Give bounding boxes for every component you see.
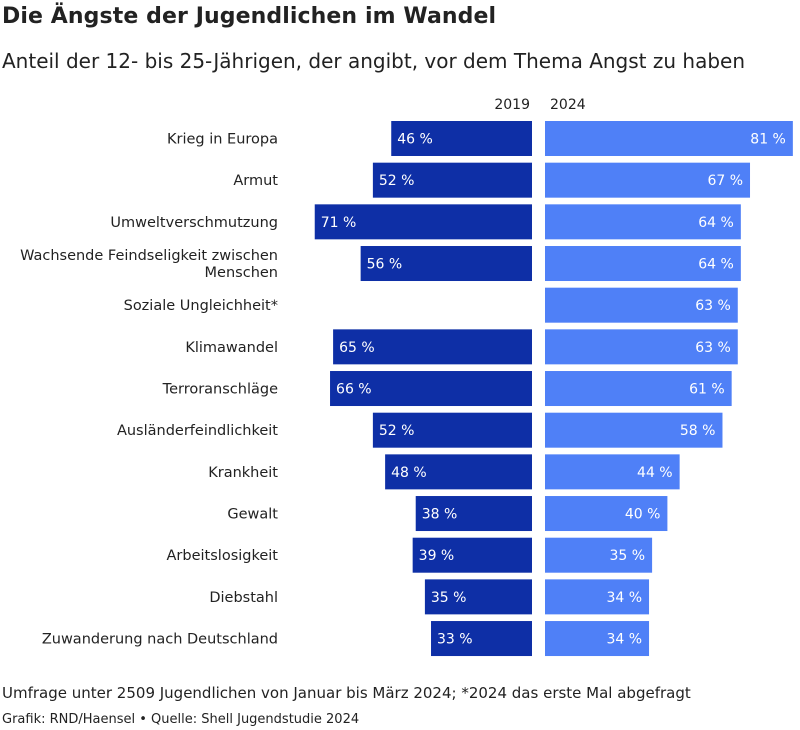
bar-2019 [372, 412, 532, 448]
category-label: Ausländerfeindlichkeit [117, 423, 278, 439]
bar-2024-value-label: 63 % [695, 298, 731, 314]
bar-2019-value-label: 33 % [437, 632, 473, 648]
bar-2019 [431, 621, 532, 657]
category-label: Diebstahl [209, 590, 278, 606]
bar-2019-value-label: 38 % [422, 507, 458, 523]
category-label: Gewalt [227, 507, 278, 523]
bar-2019-value-label: 71 % [321, 215, 357, 231]
bar-2019-value-label: 66 % [336, 382, 372, 398]
bar-2024 [545, 329, 738, 365]
category-label: Terroranschläge [162, 382, 278, 398]
bar-2019 [314, 204, 532, 240]
bar-2019-value-label: 46 % [397, 132, 433, 148]
bar-2019 [391, 121, 532, 156]
bar-2024 [545, 246, 741, 282]
bar-2024 [545, 454, 680, 490]
series-header-2019: 2019 [494, 97, 530, 113]
category-label: Krieg in Europa [167, 132, 278, 148]
bar-2019 [424, 579, 532, 615]
bar-2024 [545, 496, 668, 532]
bar-2024-value-label: 67 % [707, 173, 743, 189]
bar-2019-value-label: 52 % [379, 423, 415, 439]
category-label: Krankheit [208, 465, 278, 481]
category-label: Arbeitslosigkeit [167, 548, 279, 564]
bar-2024 [545, 412, 723, 448]
bar-2024-value-label: 40 % [625, 507, 661, 523]
bar-2024-value-label: 64 % [698, 257, 734, 273]
chart-credit: Grafik: RND/Haensel • Quelle: Shell Juge… [2, 712, 360, 727]
category-label: Klimawandel [185, 340, 278, 356]
bar-2024-value-label: 61 % [689, 382, 725, 398]
category-label: Wachsende Feindseligkeit zwischen [20, 248, 278, 264]
bar-2024 [545, 121, 793, 156]
bar-2024-value-label: 64 % [698, 215, 734, 231]
chart-title: Die Ängste der Jugendlichen im Wandel [2, 4, 497, 29]
category-label: Soziale Ungleichheit* [124, 298, 278, 314]
chart-footnote: Umfrage unter 2509 Jugendlichen von Janu… [2, 684, 691, 702]
bar-2024-value-label: 34 % [606, 590, 642, 606]
bar-2019 [385, 454, 532, 490]
bar-2019-value-label: 52 % [379, 173, 415, 189]
bar-2024 [545, 162, 751, 198]
category-label: Menschen [205, 265, 278, 281]
bar-2019-value-label: 56 % [367, 257, 403, 273]
bar-2019 [330, 371, 532, 407]
series-header-2024: 2024 [550, 97, 586, 113]
bar-2019 [415, 496, 532, 532]
bar-2024 [545, 621, 650, 657]
bar-2019 [333, 329, 532, 365]
bar-2024-value-label: 58 % [680, 423, 716, 439]
bar-2019-value-label: 35 % [431, 590, 467, 606]
bar-2024-value-label: 34 % [606, 632, 642, 648]
bar-2024 [545, 204, 741, 240]
bar-2019 [360, 246, 532, 282]
bar-2024 [545, 371, 732, 407]
bar-2019-value-label: 65 % [339, 340, 375, 356]
category-label: Armut [233, 173, 278, 189]
bar-2024 [545, 579, 650, 615]
bar-2019-value-label: 39 % [419, 548, 455, 564]
bar-2019 [372, 162, 532, 198]
bar-2024 [545, 537, 653, 573]
bar-2019 [412, 537, 532, 573]
category-label: Umweltverschmutzung [110, 215, 278, 231]
category-label: Zuwanderung nach Deutschland [42, 632, 278, 648]
chart-subtitle: Anteil der 12- bis 25-Jährigen, der angi… [2, 49, 745, 73]
bar-2024-value-label: 44 % [637, 465, 673, 481]
bar-2024-value-label: 81 % [750, 132, 786, 148]
bar-2019-value-label: 48 % [391, 465, 427, 481]
bar-2024-value-label: 35 % [610, 548, 646, 564]
bar-2024-value-label: 63 % [695, 340, 731, 356]
bar-2024 [545, 287, 738, 323]
